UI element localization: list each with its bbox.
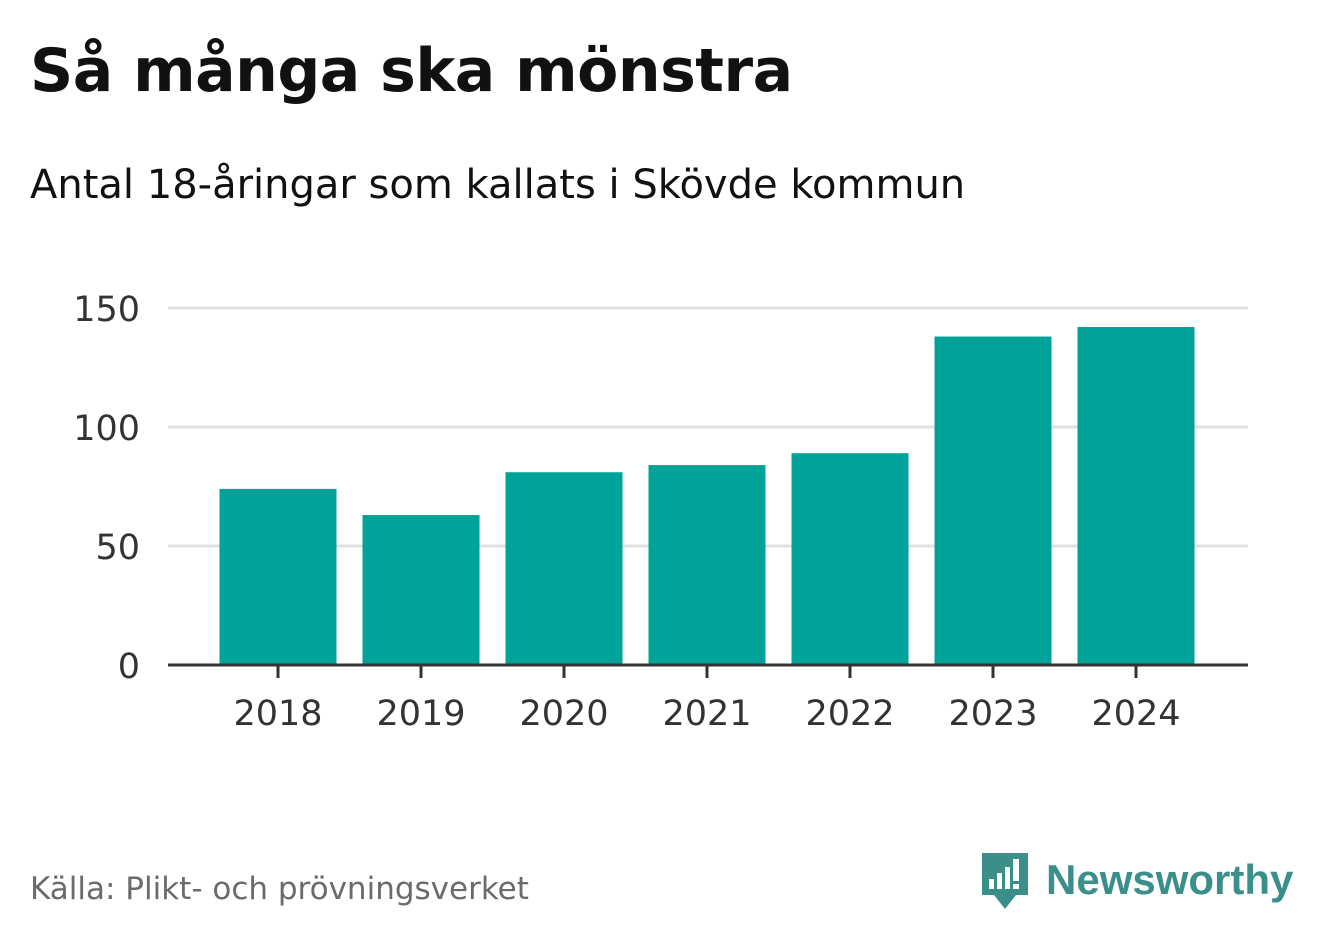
y-tick-label: 50 — [95, 528, 140, 568]
bar-2021 — [648, 465, 766, 665]
y-tick-label: 100 — [73, 409, 140, 449]
newsworthy-logo-icon — [982, 853, 1028, 909]
x-tick-label: 2022 — [805, 694, 894, 734]
chart-subtitle: Antal 18-åringar som kallats i Skövde ko… — [30, 162, 966, 208]
x-tick-label: 2023 — [948, 694, 1037, 734]
x-tick-label: 2020 — [519, 694, 608, 734]
bar-2024 — [1077, 327, 1195, 665]
bar-2022 — [791, 453, 909, 665]
x-axis-tick-labels: 2018 2019 2020 2021 2022 2023 2024 — [233, 694, 1180, 734]
y-tick-label: 0 — [118, 647, 140, 687]
y-axis-tick-labels: 0 50 100 150 — [73, 290, 140, 687]
y-tick-label: 150 — [73, 290, 140, 330]
bar-2020 — [505, 472, 623, 665]
bar-2023 — [934, 336, 1052, 665]
x-axis — [168, 663, 1248, 678]
bar-2018 — [219, 488, 337, 665]
x-tick-label: 2021 — [662, 694, 751, 734]
chart-title: Så många ska mönstra — [30, 36, 793, 106]
x-tick-label: 2018 — [233, 694, 322, 734]
source-note: Källa: Plikt- och prövningsverket — [30, 871, 529, 907]
brand-logo: Newsworthy — [980, 848, 1293, 912]
bars — [219, 327, 1195, 665]
brand-name: Newsworthy — [1046, 856, 1294, 903]
bar-2019 — [362, 515, 480, 665]
x-tick-label: 2024 — [1091, 694, 1180, 734]
x-tick-label: 2019 — [376, 694, 465, 734]
